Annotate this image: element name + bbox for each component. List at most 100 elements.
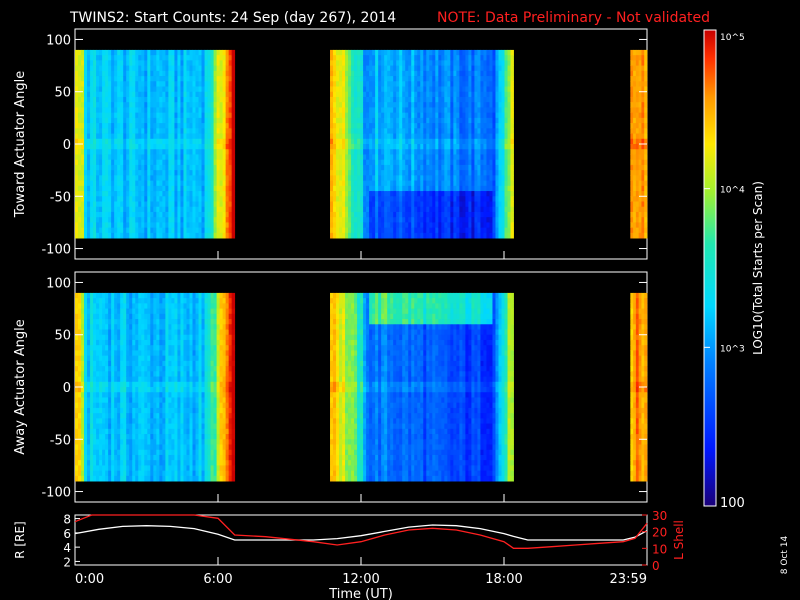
heatmap-cell (459, 60, 463, 66)
heatmap-cell (132, 159, 136, 166)
heatmap-cell (486, 201, 490, 208)
heatmap-cell (105, 366, 109, 372)
heatmap-cell (117, 381, 121, 388)
heatmap-cell (462, 154, 466, 161)
heatmap-cell (444, 159, 448, 166)
heatmap-cell (336, 76, 340, 82)
heatmap-cell (228, 102, 233, 108)
heatmap-cell (369, 159, 373, 166)
heatmap-cell (171, 76, 175, 82)
heatmap-cell (111, 86, 115, 93)
heatmap-cell (93, 175, 97, 181)
heatmap-cell (162, 206, 166, 213)
heatmap-cell (174, 164, 178, 171)
heatmap-cell (99, 191, 103, 197)
heatmap-cell (126, 128, 130, 134)
heatmap-cell (123, 86, 127, 93)
heatmap-cell (393, 60, 397, 66)
heatmap-cell (117, 350, 121, 357)
heatmap-cell (393, 96, 397, 103)
heatmap-cell (117, 449, 121, 456)
heatmap-cell (189, 164, 193, 171)
heatmap-cell (456, 60, 460, 66)
heatmap-cell (129, 154, 133, 161)
heatmap-cell (114, 180, 118, 187)
heatmap-cell (360, 175, 364, 181)
heatmap-cell (501, 76, 505, 82)
heatmap-cell (129, 308, 133, 315)
heatmap-cell (495, 201, 499, 208)
heatmap-cell (501, 60, 505, 66)
heatmap-cell (384, 154, 388, 161)
heatmap-cell (114, 366, 118, 372)
heatmap-cell (111, 475, 115, 482)
heatmap-cell (96, 434, 100, 440)
heatmap-cell (411, 222, 415, 229)
heatmap-cell (405, 60, 409, 66)
heatmap-cell (198, 102, 202, 108)
heatmap-cell (207, 96, 211, 103)
heatmap-cell (222, 91, 227, 98)
heatmap-cell (108, 444, 112, 451)
heatmap-cell (411, 164, 415, 171)
heatmap-cell (354, 154, 358, 161)
heatmap-cell (99, 324, 103, 330)
heatmap-cell (447, 196, 451, 202)
heatmap-cell (147, 144, 151, 150)
heatmap-cell (99, 149, 103, 155)
heatmap-cell (93, 60, 97, 66)
heatmap-cell (504, 128, 508, 134)
heatmap-cell (501, 175, 505, 181)
heatmap-cell (363, 55, 367, 61)
heatmap-cell (477, 49, 481, 56)
heatmap-cell (147, 180, 151, 187)
heatmap-cell (363, 217, 367, 223)
heatmap-cell (123, 418, 127, 424)
heatmap-cell (120, 55, 124, 61)
heatmap-cell (351, 185, 355, 192)
heatmap-cell (489, 65, 493, 72)
heatmap-cell (492, 175, 496, 181)
heatmap-cell (438, 144, 442, 150)
heatmap-cell (126, 159, 130, 166)
heatmap-cell (489, 102, 493, 108)
heatmap-cell (84, 185, 88, 192)
heatmap-cell (126, 149, 130, 155)
heatmap-cell (354, 175, 358, 181)
heatmap-cell (93, 107, 97, 114)
heatmap-cell (174, 196, 178, 202)
heatmap-cell (390, 170, 394, 176)
heatmap-cell (84, 196, 88, 202)
heatmap-cell (165, 112, 169, 119)
heatmap-cell (159, 149, 163, 155)
heatmap-cell (150, 117, 154, 124)
heatmap-cell (207, 159, 211, 166)
heatmap-cell (483, 133, 487, 140)
heatmap-cell (462, 128, 466, 134)
heatmap-cell (111, 381, 115, 388)
heatmap-cell (644, 217, 648, 223)
heatmap-cell (480, 76, 484, 82)
heatmap-cell (84, 444, 88, 451)
heatmap-cell (465, 164, 469, 171)
heatmap-cell (411, 227, 415, 234)
heatmap-cell (225, 81, 230, 87)
heatmap-cell (507, 144, 511, 150)
heatmap-cell (432, 123, 436, 129)
heatmap-cell (635, 49, 640, 56)
heatmap-cell (111, 350, 115, 357)
heatmap-cell (486, 227, 490, 234)
heatmap-cell (453, 70, 457, 77)
heatmap-cell (75, 206, 79, 213)
heatmap-cell (504, 175, 508, 181)
heatmap-cell (102, 70, 106, 77)
heatmap-cell (129, 175, 133, 181)
heatmap-cell (204, 49, 208, 56)
heatmap-cell (198, 138, 202, 145)
heatmap-cell (126, 355, 130, 362)
heatmap-cell (171, 149, 175, 155)
heatmap-cell (339, 102, 343, 108)
heatmap-cell (435, 117, 439, 124)
heatmap-cell (120, 366, 124, 372)
heatmap-cell (644, 55, 648, 61)
